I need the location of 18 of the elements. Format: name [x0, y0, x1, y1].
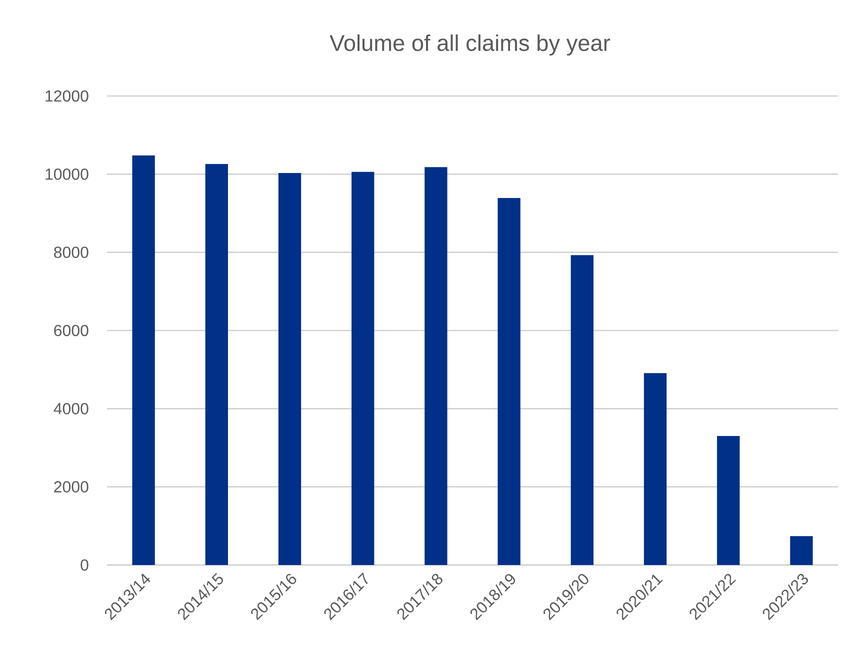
bar	[570, 255, 594, 565]
bar	[424, 167, 448, 565]
bar	[644, 373, 667, 565]
bar	[205, 164, 228, 565]
y-tick-label: 10000	[46, 168, 88, 180]
bar	[498, 198, 520, 565]
y-tick-label: 0	[80, 559, 88, 571]
y-tick-label: 12000	[46, 90, 88, 102]
y-tick-label: 2000	[54, 481, 88, 492]
y-tick-label: 4000	[54, 403, 88, 414]
bar	[352, 172, 374, 565]
bar	[132, 155, 155, 565]
y-tick-label: 8000	[54, 246, 88, 258]
y-tick-label: 6000	[54, 324, 88, 336]
bar	[717, 436, 740, 565]
chart-title: Volume of all claims by year	[330, 34, 610, 56]
bar	[278, 172, 302, 565]
bar	[790, 536, 813, 565]
